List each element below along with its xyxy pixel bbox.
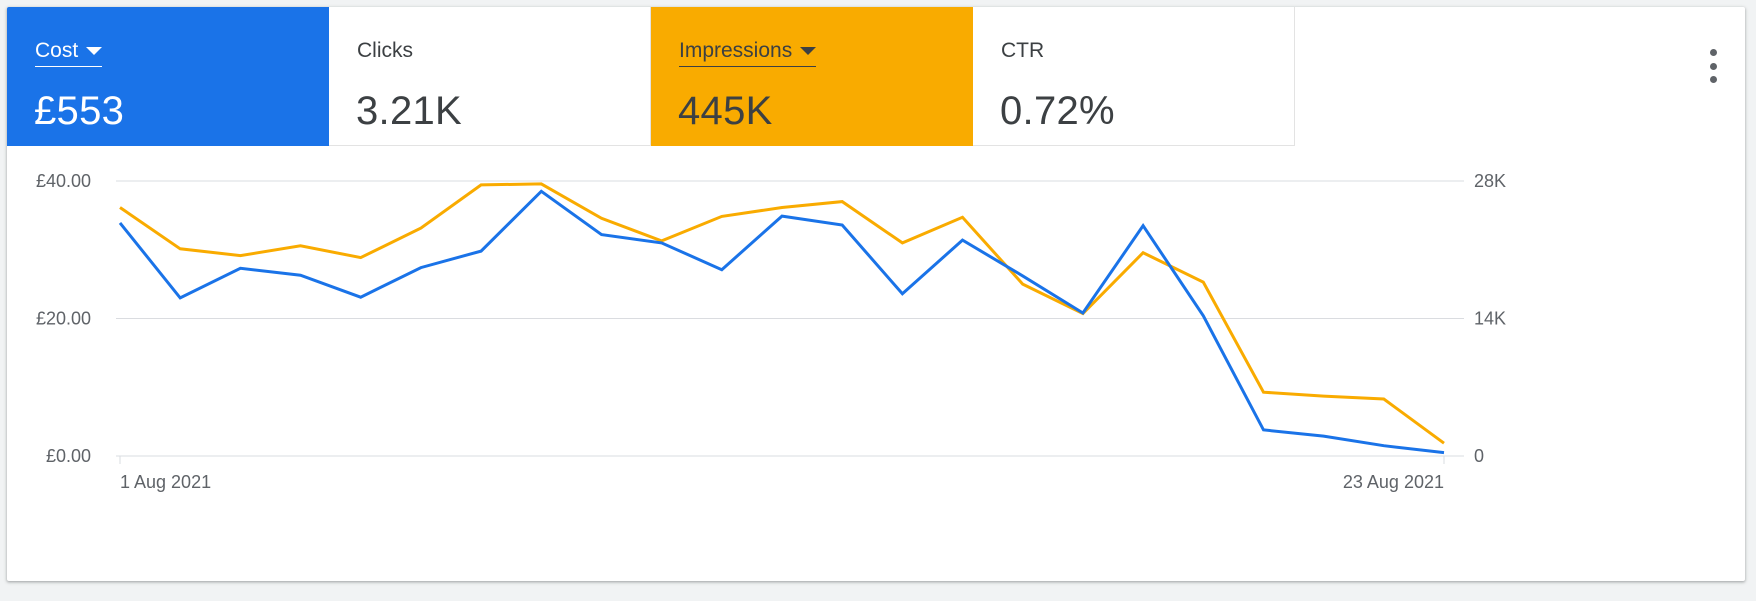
dropdown-caret-icon[interactable]	[800, 47, 817, 55]
line-chart: £0.00 0 £20.00 14K £40.00 28K 1 Aug 2021 23 Aug…	[36, 171, 1506, 492]
scorecard-impressions-label[interactable]: Impressions	[679, 38, 817, 67]
scorecard-impressions-value: 445K	[678, 89, 773, 133]
series-line-impressions	[119, 182, 1445, 445]
scorecard-ctr-label: CTR	[1001, 39, 1045, 62]
scorecard-impressions[interactable]: Impressions 445K	[651, 7, 973, 146]
scorecard-cost-label[interactable]: Cost	[35, 38, 103, 67]
scorecard-row: Cost £553 Clicks 3.21K Impressions 445K …	[7, 7, 1295, 147]
dropdown-caret-icon[interactable]	[86, 47, 103, 55]
scorecard-cost-value: £553	[34, 89, 125, 133]
x-tick-label: 23 Aug 2021	[1343, 472, 1444, 492]
y-left-tick-label: £0.00	[46, 446, 91, 466]
series-line-cost	[118, 189, 1445, 455]
performance-card: Cost £553 Clicks 3.21K Impressions 445K …	[7, 7, 1745, 581]
x-tick-label: 1 Aug 2021	[120, 472, 211, 492]
y-right-tick-label: 14K	[1474, 309, 1506, 329]
y-left-tick-label: £40.00	[36, 171, 91, 191]
scorecard-ctr-value: 0.72%	[1000, 89, 1115, 133]
y-right-tick-label: 0	[1474, 446, 1484, 466]
y-left-tick-label: £20.00	[36, 309, 91, 329]
scorecard-cost[interactable]: Cost £553	[7, 7, 329, 146]
more-vert-icon[interactable]	[1707, 49, 1719, 83]
scorecard-cost-label-text: Cost	[35, 39, 79, 62]
scorecard-clicks-label: Clicks	[357, 39, 413, 62]
scorecard-clicks-value: 3.21K	[356, 89, 463, 133]
scorecard-impressions-label-text: Impressions	[679, 39, 793, 62]
scorecard-ctr[interactable]: CTR 0.72%	[973, 7, 1295, 146]
scorecard-clicks[interactable]: Clicks 3.21K	[329, 7, 651, 146]
y-right-tick-label: 28K	[1474, 171, 1506, 191]
